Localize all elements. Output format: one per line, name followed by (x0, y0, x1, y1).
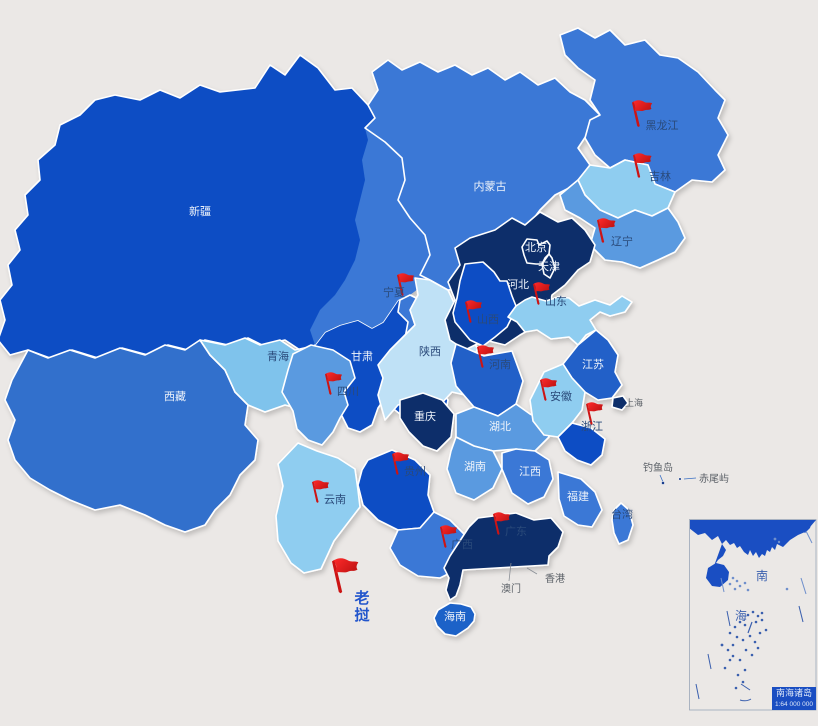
svg-text:广东: 广东 (505, 525, 527, 538)
svg-text:重庆: 重庆 (414, 409, 436, 423)
svg-text:河南: 河南 (489, 358, 511, 371)
svg-text:西藏: 西藏 (164, 390, 186, 403)
svg-text:新疆: 新疆 (189, 204, 211, 218)
svg-text:天津: 天津 (538, 260, 560, 273)
svg-text:安徽: 安徽 (550, 389, 572, 403)
svg-text:陕西: 陕西 (419, 344, 441, 358)
svg-text:青海: 青海 (267, 349, 289, 363)
svg-text:山东: 山东 (545, 295, 567, 308)
svg-text:山西: 山西 (477, 313, 499, 326)
svg-text:北京: 北京 (525, 240, 547, 254)
svg-text:赤尾屿: 赤尾屿 (699, 473, 729, 485)
svg-text:江苏: 江苏 (582, 358, 604, 371)
svg-text:江西: 江西 (519, 465, 541, 478)
svg-text:福建: 福建 (567, 489, 589, 503)
svg-text:海: 海 (735, 608, 747, 623)
svg-text:四川: 四川 (337, 386, 359, 398)
svg-text:海南: 海南 (444, 609, 466, 623)
svg-text:贵州: 贵州 (404, 465, 426, 478)
svg-text:宁夏: 宁夏 (383, 285, 405, 299)
svg-text:甘肃: 甘肃 (351, 350, 373, 363)
svg-text:香港: 香港 (545, 573, 565, 585)
svg-text:吉林: 吉林 (649, 169, 671, 183)
svg-text:南: 南 (756, 568, 768, 583)
svg-text:上海: 上海 (625, 397, 643, 408)
svg-text:挝: 挝 (354, 606, 370, 624)
svg-text:湖南: 湖南 (464, 460, 486, 473)
svg-text:云南: 云南 (324, 493, 346, 506)
svg-text:广西: 广西 (451, 538, 473, 551)
svg-text:黑龙江: 黑龙江 (646, 119, 679, 132)
svg-text:老: 老 (353, 589, 369, 607)
svg-text:南海诸岛: 南海诸岛 (776, 687, 812, 698)
svg-text:台湾: 台湾 (611, 507, 633, 521)
svg-text:浙江: 浙江 (581, 420, 603, 433)
svg-text:辽宁: 辽宁 (611, 234, 633, 248)
svg-text:钓鱼岛: 钓鱼岛 (643, 461, 673, 474)
svg-text:澳门: 澳门 (501, 582, 521, 595)
svg-text:内蒙古: 内蒙古 (474, 179, 507, 193)
svg-text:1:64 000 000: 1:64 000 000 (775, 701, 813, 708)
svg-text:湖北: 湖北 (489, 420, 511, 433)
